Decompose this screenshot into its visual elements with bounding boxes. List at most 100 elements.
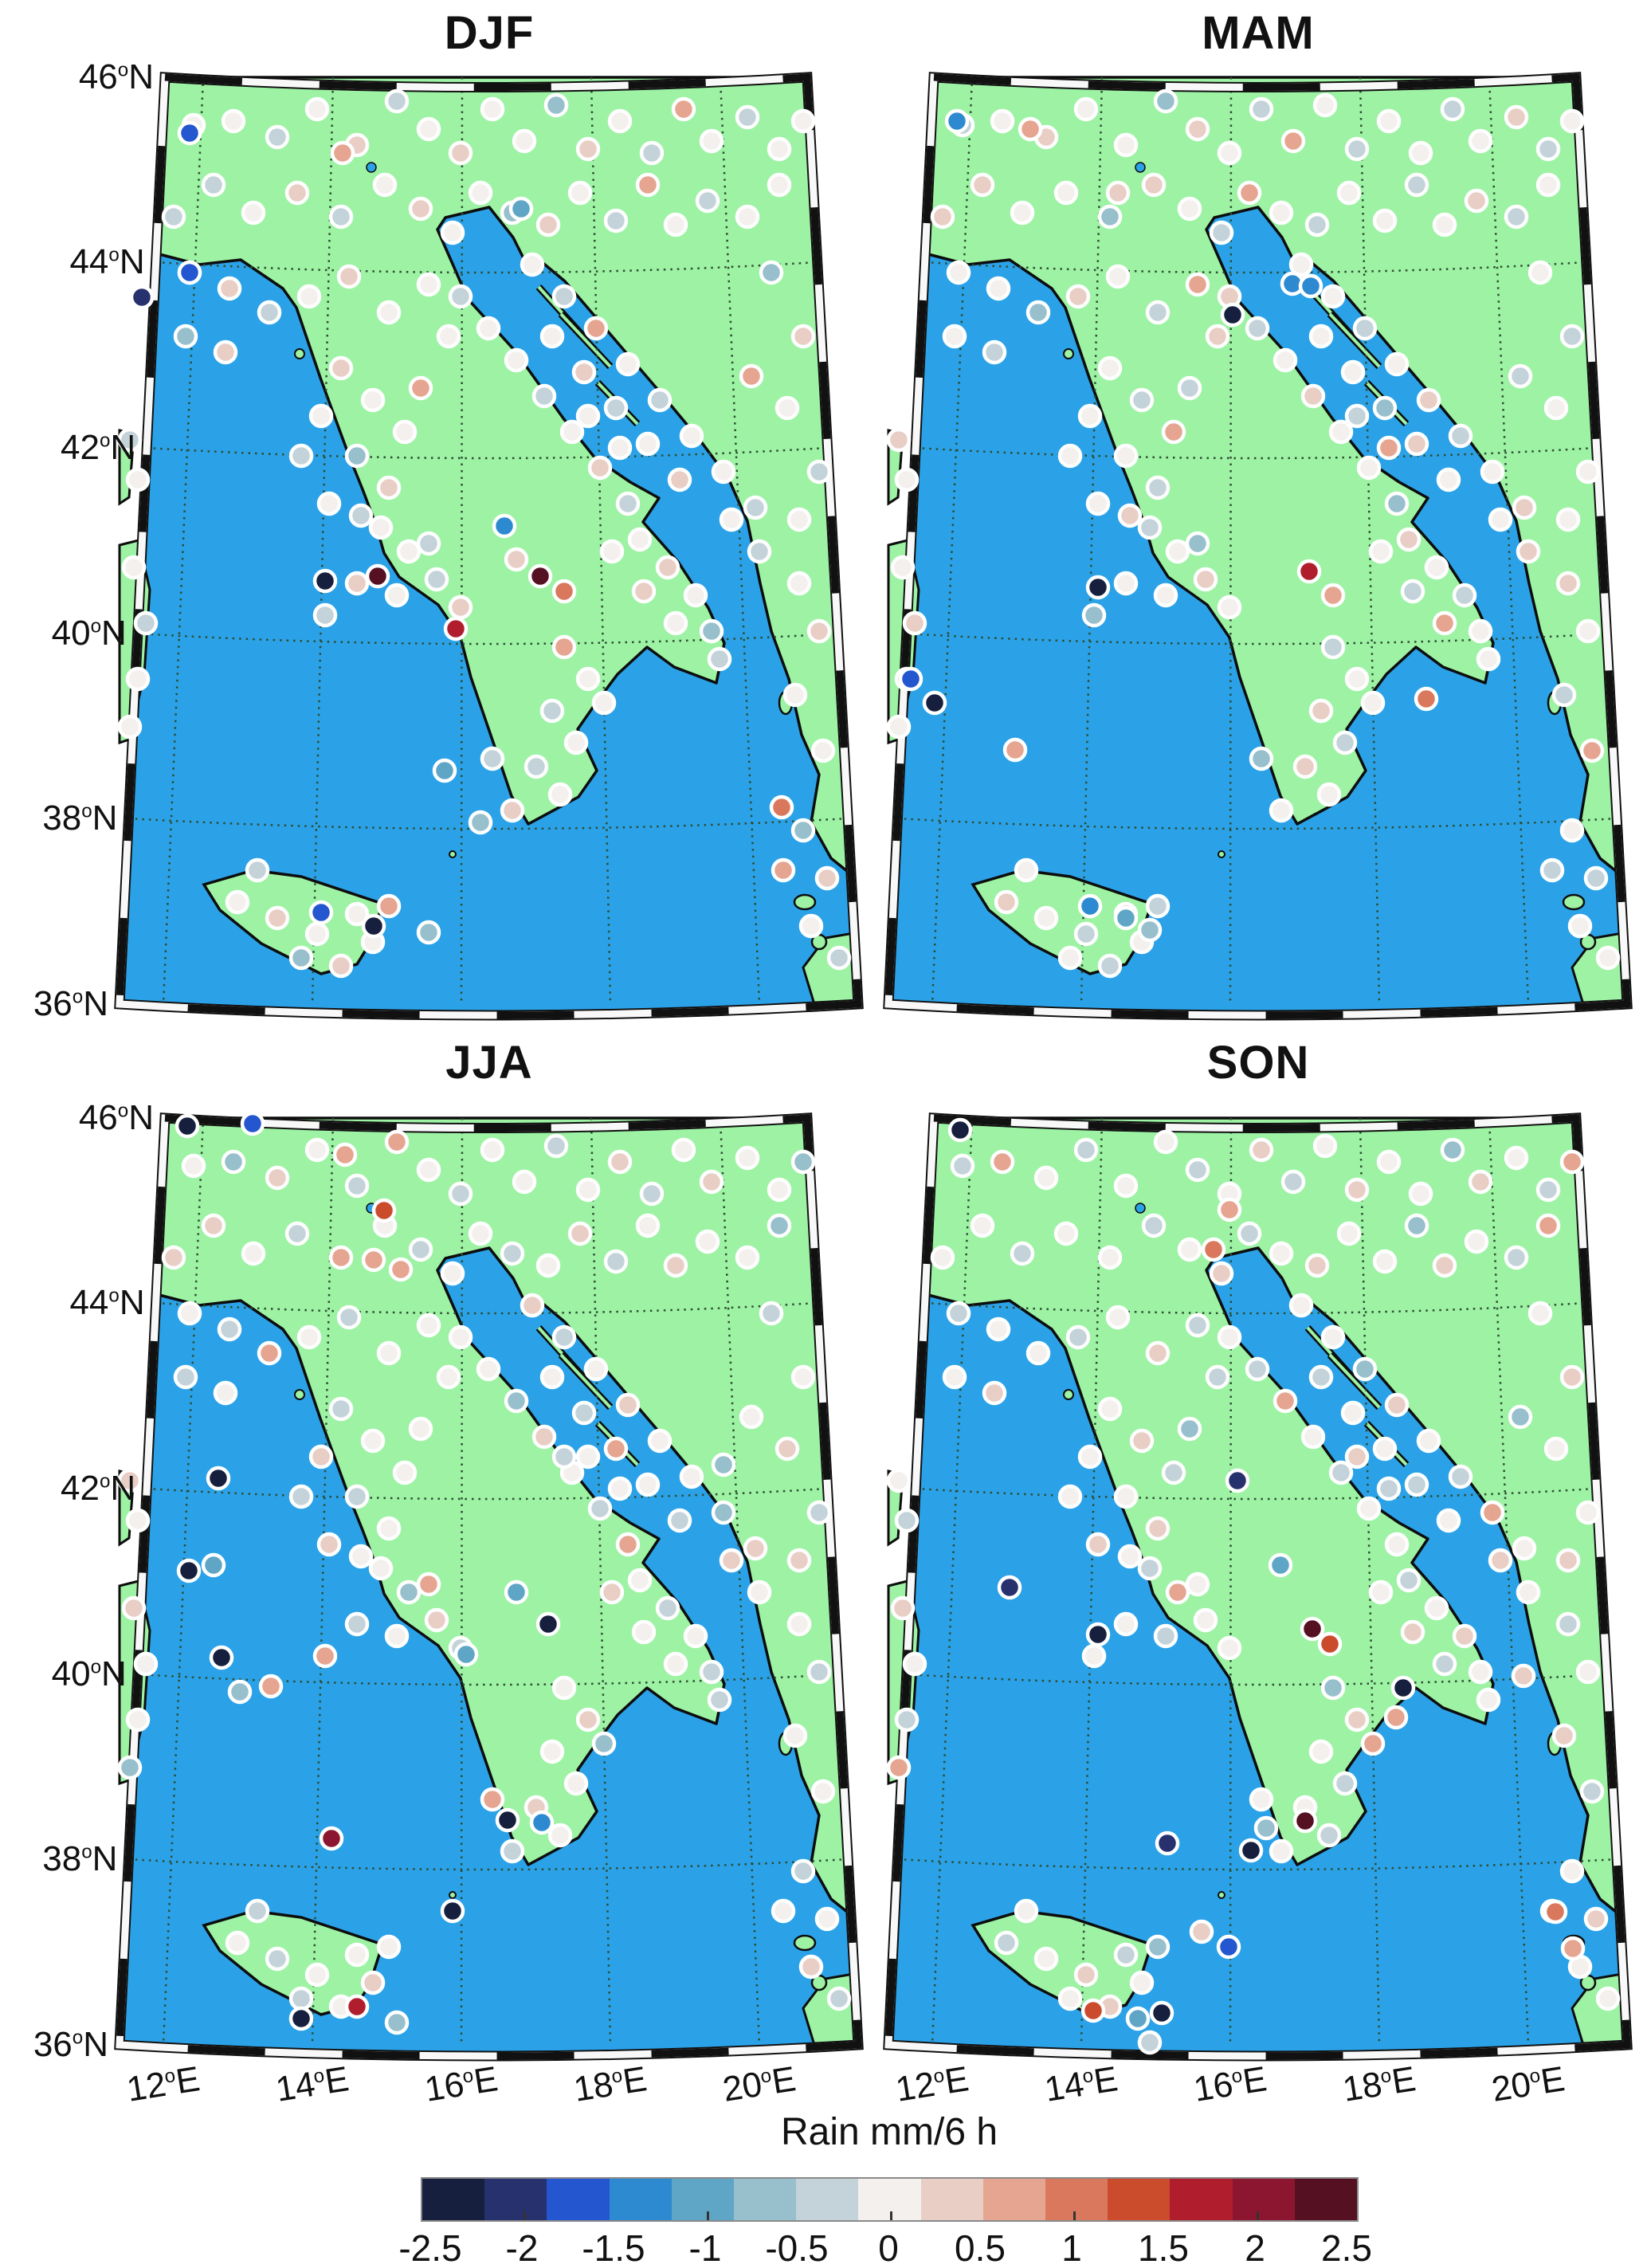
station-dot (970, 1213, 995, 1238)
station-dot (1312, 1133, 1338, 1159)
lat-label-36N-row2: 36oN (33, 2025, 108, 2064)
island-aeolian (1218, 1891, 1225, 1899)
station-dot (225, 1930, 250, 1956)
station-dot-notable (1225, 1468, 1250, 1493)
station-dot (440, 220, 465, 245)
station-dot (1320, 1675, 1346, 1701)
station-dot (1372, 395, 1398, 421)
station-dot (806, 618, 832, 644)
station-dot (535, 212, 561, 237)
station-dot-notable (177, 260, 202, 285)
station-dot (1436, 1508, 1461, 1533)
station-dot (1527, 260, 1553, 285)
station-dot-notable (129, 284, 155, 310)
station-dot (1113, 1611, 1139, 1637)
station-dot (902, 1651, 927, 1677)
station-dot (615, 491, 641, 516)
map-svg-JJA (114, 1111, 864, 2062)
grid-parallel (906, 632, 1607, 645)
station-dot (1512, 1536, 1537, 1561)
map-svg-MAM (883, 72, 1633, 1021)
station-dot (1312, 92, 1338, 118)
station-dot (1177, 1416, 1202, 1442)
station-dot (1424, 1595, 1449, 1621)
station-dot (575, 1177, 601, 1203)
station-dot-notable (440, 1898, 465, 1924)
station-dot (1567, 913, 1593, 939)
station-dot (221, 108, 246, 134)
station-dot (1376, 435, 1402, 461)
station-dot (504, 1388, 529, 1414)
station-dot (1595, 1986, 1621, 2011)
station-dot (1316, 782, 1342, 807)
island-elba (294, 1389, 305, 1400)
station-dot (416, 1157, 441, 1183)
station-dot (1033, 905, 1059, 931)
station-dot (1137, 1556, 1163, 1581)
station-dot (1372, 1249, 1398, 1274)
station-dot (284, 1221, 310, 1246)
station-dot (1408, 1181, 1433, 1207)
station-dot (982, 1380, 1007, 1406)
station-dot (392, 1460, 418, 1485)
station-dot (603, 395, 629, 421)
station-dot (1165, 539, 1190, 564)
station-dot-notable (177, 120, 202, 146)
station-dot (563, 1771, 589, 1796)
station-dot (1249, 96, 1274, 122)
station-dot (1583, 865, 1609, 891)
colorbar-cell-10 (1045, 2179, 1108, 2220)
station-dot (1332, 730, 1358, 755)
station-dot-notable (1296, 559, 1322, 584)
station-dot-notable (1080, 1998, 1106, 2023)
station-dot (1161, 419, 1186, 445)
station-dot (806, 1659, 832, 1685)
station-dot-notable (1320, 583, 1346, 608)
station-dot (392, 419, 418, 445)
station-dot (826, 945, 852, 971)
station-dot (902, 610, 927, 636)
station-dot-notable (504, 1579, 529, 1605)
station-dot-notable (227, 1679, 253, 1705)
station-dot (551, 284, 577, 309)
station-dot (655, 1595, 680, 1621)
island-elba (1063, 1389, 1074, 1400)
station-dot (1113, 1173, 1139, 1199)
station-dot (767, 1213, 792, 1238)
land-mainland (155, 1116, 853, 1917)
station-dot (786, 1611, 812, 1637)
station-dot (639, 1181, 665, 1207)
station-dot (1117, 1544, 1143, 1569)
station-dot (296, 1324, 322, 1350)
station-dot (631, 1619, 657, 1645)
station-dot (1209, 1261, 1234, 1286)
station-dot-notable (529, 1810, 555, 1835)
station-dot (344, 1173, 370, 1199)
station-dot (707, 1687, 732, 1713)
station-dot (810, 738, 836, 763)
station-dot (1468, 1659, 1493, 1685)
station-dot (635, 1213, 661, 1238)
station-dot (312, 602, 338, 628)
station-dot-notable (332, 1142, 358, 1167)
station-dot (408, 1237, 433, 1262)
station-dot (790, 818, 816, 843)
colorbar-notch (1073, 2211, 1076, 2220)
station-dot (125, 467, 151, 492)
island-aeolian (449, 1891, 457, 1899)
station-dot (217, 276, 242, 301)
station-dot (1504, 104, 1529, 130)
station-dot (424, 1607, 449, 1633)
station-dot-notable (209, 1645, 234, 1670)
station-dot (1145, 1934, 1171, 1960)
colorbar-tick-0.5: 0.5 (955, 2227, 1006, 2268)
station-dot (1448, 1464, 1473, 1489)
station-dot (1328, 1460, 1354, 1485)
map-frame-zebra (116, 73, 862, 1019)
station-dot (990, 108, 1015, 134)
station-dot (1404, 172, 1429, 198)
map-svg-SON (883, 1112, 1633, 2062)
station-dot (1245, 1356, 1270, 1382)
station-dot (1384, 1532, 1410, 1557)
station-dot-notable (1125, 2006, 1151, 2031)
